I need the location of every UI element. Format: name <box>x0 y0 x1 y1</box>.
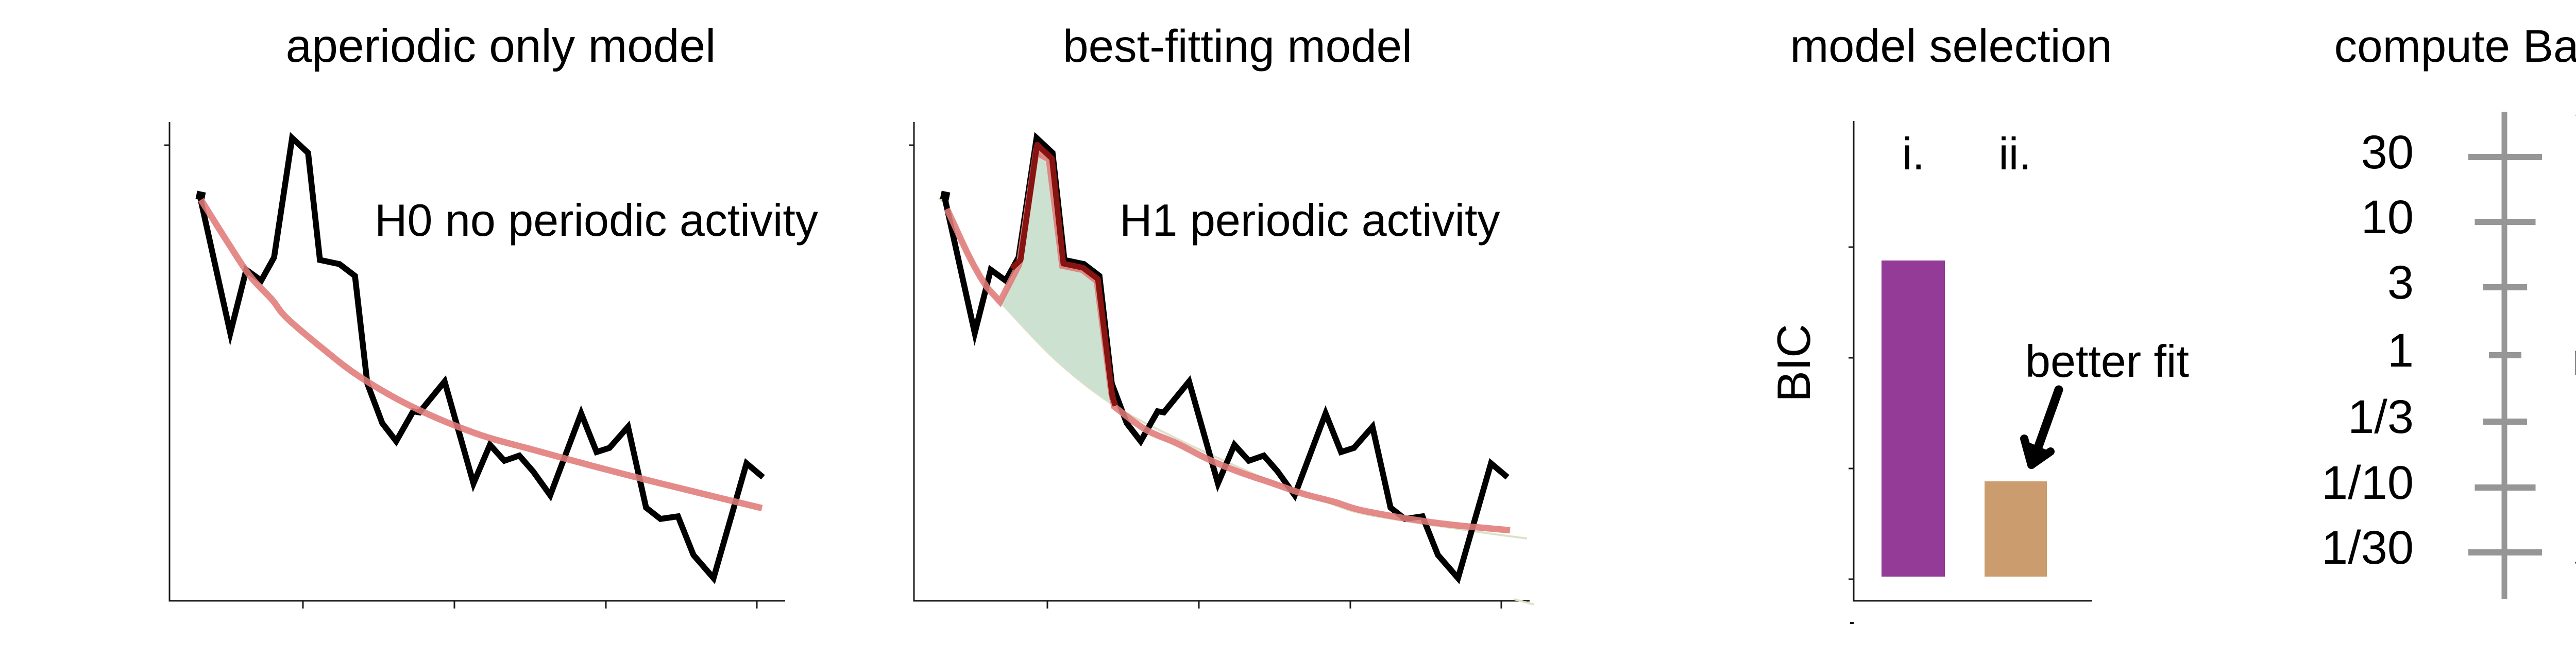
svg-text:no evidence: no evidence <box>2572 334 2576 385</box>
svg-text:aperiodic only model: aperiodic only model <box>286 20 716 72</box>
svg-text:very strong H1: very strong H1 <box>2575 545 2576 596</box>
svg-text:better fit: better fit <box>2025 336 2189 387</box>
svg-text:1/10: 1/10 <box>2321 457 2414 509</box>
svg-text:best-fitting model: best-fitting model <box>1063 20 1412 72</box>
svg-text:30: 30 <box>2361 126 2414 179</box>
svg-text:i.: i. <box>1902 128 1925 179</box>
svg-text:H0 no periodic activity: H0 no periodic activity <box>375 195 818 246</box>
svg-text:10: 10 <box>2361 191 2414 244</box>
svg-text:H1 periodic activity: H1 periodic activity <box>1120 195 1500 246</box>
svg-text:BIC: BIC <box>1768 324 1820 402</box>
svg-text:1/3: 1/3 <box>2348 391 2414 443</box>
svg-text:3: 3 <box>2387 256 2414 309</box>
svg-text:ii.: ii. <box>1998 128 2031 179</box>
svg-text:compute Bayes factor: compute Bayes factor <box>2334 20 2576 72</box>
svg-text:1: 1 <box>2387 324 2414 377</box>
svg-text:1/30: 1/30 <box>2321 522 2414 574</box>
svg-text:model selection: model selection <box>1790 21 2112 72</box>
